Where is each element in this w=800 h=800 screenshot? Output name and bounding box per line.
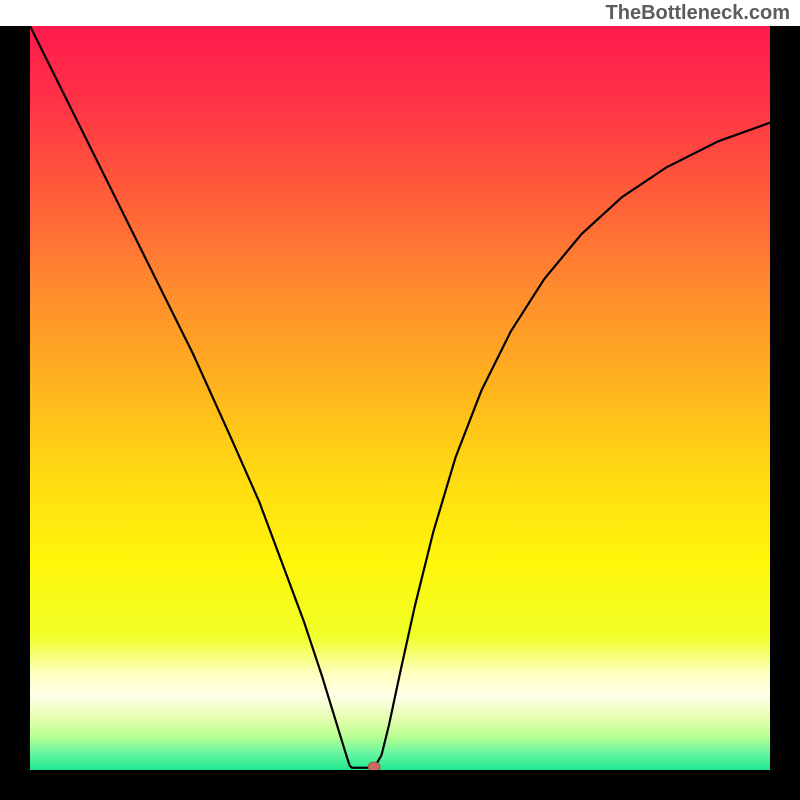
plot-svg (30, 26, 770, 770)
gradient-background (30, 26, 770, 770)
optimum-marker (368, 762, 380, 770)
plot-area (30, 26, 770, 770)
watermark-text: TheBottleneck.com (606, 2, 790, 25)
figure-root: TheBottleneck.com (0, 0, 800, 800)
